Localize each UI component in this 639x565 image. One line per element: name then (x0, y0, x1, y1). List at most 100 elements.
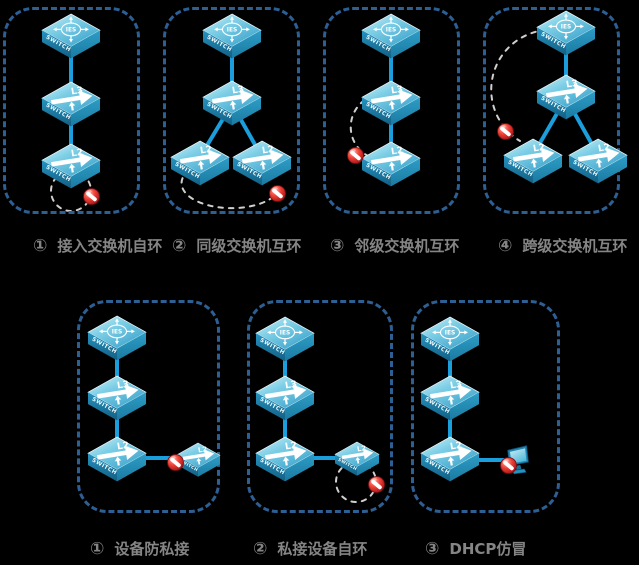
switch-right-face (200, 156, 229, 186)
caption-text: DHCP仿冒 (449, 540, 527, 558)
ies-routing-glyph: IES (214, 15, 250, 43)
caption-bottom-2: ② 私接设备自环 (253, 538, 367, 559)
switch-right-face (391, 96, 420, 126)
switch-layer-label: L2 (70, 147, 83, 159)
switch-right-face (71, 29, 100, 59)
panel-device-anti-private-connection (77, 300, 220, 513)
forbidden-icon (268, 184, 286, 202)
switch-right-face (262, 156, 291, 186)
switch-layer-label: L2 (197, 445, 208, 454)
switch-layer-label: L2 (116, 440, 129, 452)
ies-label: IES (561, 24, 571, 30)
ies-label: IES (386, 27, 396, 33)
caption-bottom-1: ① 设备防私接 (90, 538, 189, 559)
caption-number: ① (33, 235, 48, 256)
switch-right-face (285, 391, 314, 421)
switch-layer-label: L3 (565, 78, 578, 90)
switch-right-face (117, 391, 146, 421)
switch-left-face (569, 154, 598, 184)
switch-left-face (421, 332, 450, 362)
panel-private-device-self-loop (247, 300, 393, 513)
switch-right-face (71, 159, 100, 189)
panel-dhcp-spoofing (411, 300, 560, 513)
switch-right-face (357, 454, 379, 476)
switch-right-face (566, 26, 595, 56)
switch-layer-label: L3 (390, 84, 403, 96)
panel-same-level-switch-loop (163, 7, 300, 214)
switch-arrow-glyph: L3 (429, 379, 472, 405)
switch-right-face (533, 154, 562, 184)
ies-label: IES (280, 330, 290, 336)
caption-number: ③ (330, 235, 345, 256)
switch-right-face (285, 332, 314, 362)
caption-number: ③ (425, 538, 440, 559)
switch-left-face (504, 154, 533, 184)
switch-left-face (256, 452, 285, 482)
ies-routing-glyph: IES (267, 318, 303, 346)
forbidden-icon (346, 146, 364, 164)
ies-routing-glyph: IES (99, 317, 135, 345)
caption-bottom-3: ③ DHCP仿冒 (425, 538, 526, 559)
switch-layer-label: L3 (116, 379, 129, 391)
switch-arrow-glyph: L2 (241, 144, 284, 170)
switch-layer-label: L2 (597, 142, 610, 154)
switch-right-face (450, 391, 479, 421)
switch-left-face (362, 29, 391, 59)
panel-adjacent-level-switch-loop (323, 7, 460, 214)
switch-right-face (566, 90, 595, 120)
switch-left-face (88, 391, 117, 421)
switch-layer-label: L2 (284, 440, 297, 452)
switch-left-face (537, 90, 566, 120)
switch-left-face (335, 454, 357, 476)
ies-label: IES (66, 27, 76, 33)
ies-label: IES (112, 329, 122, 335)
panel-cross-level-switch-loop (483, 7, 620, 214)
caption-top-1: ① 接入交换机自环 (33, 235, 162, 256)
switch-layer-label: L2 (261, 144, 274, 156)
switch-layer-label: L2 (356, 444, 367, 453)
caption-number: ② (253, 538, 268, 559)
forbidden-icon (499, 456, 517, 474)
switch-left-face (42, 159, 71, 189)
switch-layer-label: L3 (70, 85, 83, 97)
forbidden-icon (367, 475, 385, 493)
switch-arrow-glyph: L3 (211, 84, 254, 110)
ies-routing-glyph: IES (548, 12, 584, 40)
switch-left-face (421, 391, 450, 421)
switch-left-face (256, 391, 285, 421)
switch-arrow-glyph: L2 (370, 145, 413, 171)
switch-arrow-glyph: L2 (429, 440, 472, 466)
ies-label: IES (227, 27, 237, 33)
switch-layer-label: L3 (284, 379, 297, 391)
caption-number: ① (90, 538, 105, 559)
caption-text: 邻级交换机互环 (354, 237, 460, 255)
switch-arrow-glyph: L3 (96, 379, 139, 405)
switch-layer-label: L2 (449, 440, 462, 452)
switch-right-face (598, 154, 627, 184)
loop-dashed-path (180, 169, 280, 210)
ies-routing-glyph: IES (373, 15, 409, 43)
switch-right-face (117, 452, 146, 482)
switch-arrow-glyph: L2 (512, 142, 555, 168)
switch-left-face (362, 157, 391, 187)
switch-right-face (391, 29, 420, 59)
switch-right-face (232, 96, 261, 126)
switch-arrow-glyph: L3 (50, 85, 93, 111)
switch-right-face (232, 29, 261, 59)
switch-arrow-glyph: L2 (577, 142, 620, 168)
switch-left-face (362, 96, 391, 126)
switch-right-face (391, 157, 420, 187)
switch-arrow-glyph: L3 (264, 379, 307, 405)
switch-left-face (421, 452, 450, 482)
